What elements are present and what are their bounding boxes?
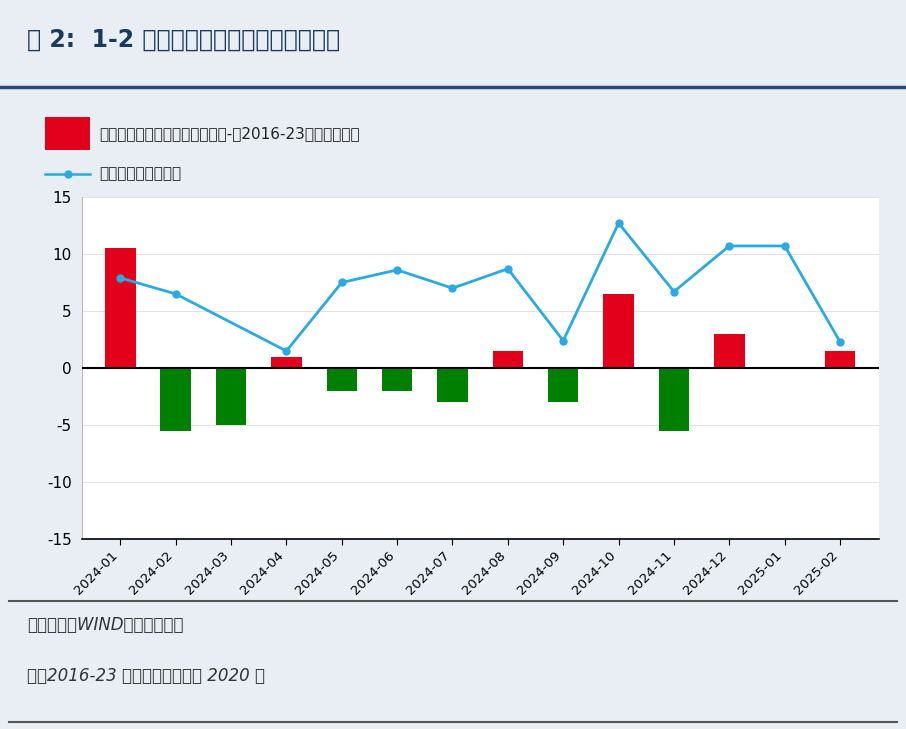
Bar	[659, 368, 689, 431]
Bar	[548, 368, 578, 402]
Bar	[105, 249, 136, 368]
Bar	[326, 368, 357, 391]
FancyBboxPatch shape	[44, 117, 91, 150]
Bar	[216, 368, 246, 425]
Bar	[493, 351, 523, 368]
Bar	[438, 368, 467, 402]
Text: 图 2:  1-2 月份出口增速高于历史同期水平: 图 2: 1-2 月份出口增速高于历史同期水平	[27, 28, 341, 51]
Bar	[714, 334, 745, 368]
Text: 资料来源：WIND，财信研究院: 资料来源：WIND，财信研究院	[27, 616, 184, 634]
Text: 注：2016-23 年同期均值不包括 2020 年: 注：2016-23 年同期均值不包括 2020 年	[27, 667, 265, 685]
Bar	[271, 356, 302, 368]
Bar	[824, 351, 855, 368]
Bar	[382, 368, 412, 391]
Text: 与历史均值偏离：当月环比增速-（2016-23年同期均值）: 与历史均值偏离：当月环比增速-（2016-23年同期均值）	[99, 126, 360, 141]
Bar	[603, 294, 634, 368]
Bar	[160, 368, 191, 431]
Text: 出口金额：当月同比: 出口金额：当月同比	[99, 166, 181, 182]
